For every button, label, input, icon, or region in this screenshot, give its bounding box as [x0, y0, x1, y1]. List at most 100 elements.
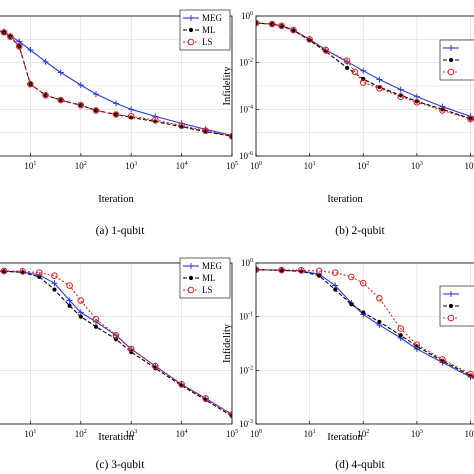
point-meg: [397, 86, 404, 93]
point-ls: [15, 43, 23, 50]
point-ls: [359, 279, 367, 287]
point-ml: [361, 310, 366, 315]
y-tick-label-base: 10: [239, 312, 249, 322]
x-tick-label: 104: [465, 161, 474, 171]
y-tick-label: 10-2: [239, 58, 253, 68]
y-tick-label-exp: 0: [250, 258, 253, 264]
series-ls-line: [0, 30, 232, 137]
point-meg: [77, 82, 84, 89]
x-tick-label: 105: [226, 429, 238, 439]
x-tick-label-exp: 2: [84, 429, 87, 435]
point-ls: [35, 269, 43, 276]
legend-label-meg: MEG: [202, 261, 223, 271]
series-group: [256, 19, 474, 123]
x-tick-label-exp: 4: [185, 161, 188, 167]
x-tick-label-base: 10: [226, 429, 236, 439]
x-tick-label: 101: [304, 429, 316, 439]
y-tick-label-exp: -2: [248, 58, 253, 64]
point-ls: [178, 122, 185, 129]
legend-label-ml: ML: [202, 273, 216, 283]
legend-marker-meg: [448, 45, 454, 51]
y-tick-label-exp: -4: [248, 104, 253, 110]
x-tick-label-exp: 0: [259, 161, 262, 167]
x-tick-label-base: 10: [250, 429, 260, 439]
series-group: [0, 267, 232, 419]
panel-caption: (c) 3-qubit: [96, 459, 146, 471]
x-tick-label-exp: 5: [235, 161, 238, 167]
legend-marker-ls: [447, 314, 455, 322]
y-tick-label-exp: -1: [248, 312, 253, 318]
series-group: [0, 29, 232, 140]
panel-caption: (a) 1-qubit: [96, 225, 146, 237]
plot-frame: [0, 15, 233, 157]
x-tick-label: 102: [357, 429, 369, 439]
x-tick-label-exp: 2: [366, 161, 369, 167]
series-ml-line: [256, 269, 474, 378]
x-tick-label-exp: 2: [366, 429, 369, 435]
point-ls: [376, 294, 383, 302]
point-ls: [202, 127, 209, 135]
x-tick-label-base: 10: [250, 161, 260, 171]
point-ls: [376, 84, 383, 92]
point-ls: [57, 96, 65, 104]
point-ml: [377, 319, 382, 324]
panel-caption: (b) 2-qubit: [335, 225, 385, 237]
x-tick-label: 101: [24, 429, 36, 439]
legend-marker-ls: [447, 68, 455, 76]
x-tick-label: 102: [357, 161, 369, 171]
x-tick-label-base: 10: [24, 161, 34, 171]
point-ls: [290, 26, 297, 34]
point-ml: [333, 287, 338, 292]
point-ls: [278, 22, 285, 30]
series-group: [256, 266, 474, 381]
point-meg: [92, 91, 99, 98]
x-tick-label-base: 10: [465, 429, 474, 439]
x-tick-label-exp: 3: [420, 161, 423, 167]
point-meg: [27, 46, 34, 53]
point-meg: [51, 280, 58, 287]
point-ls: [298, 267, 305, 274]
point-ls: [268, 20, 276, 28]
x-tick-label: 102: [75, 429, 87, 439]
x-axis-label: Iteration: [98, 194, 134, 205]
x-tick-label-base: 10: [411, 161, 421, 171]
point-ls: [127, 345, 135, 353]
point-ml: [349, 302, 354, 307]
x-tick-label-exp: 5: [235, 429, 238, 435]
x-tick-label-base: 10: [304, 429, 314, 439]
legend-marker-meg: [188, 263, 194, 269]
x-tick-label: 104: [176, 429, 188, 439]
plot-frame: [255, 262, 474, 425]
point-ml: [345, 65, 350, 70]
point-ml: [307, 38, 312, 43]
x-tick-label: 104: [465, 429, 474, 439]
y-axis-label: Infidelity: [222, 323, 233, 363]
point-ls: [343, 57, 351, 65]
x-tick-label: 103: [125, 429, 137, 439]
legend-marker-ls: [187, 38, 195, 46]
point-ls: [413, 341, 421, 349]
x-tick-label-base: 10: [357, 429, 367, 439]
plot-frame: [255, 15, 474, 157]
x-tick-label-exp: 1: [33, 429, 36, 435]
point-meg: [42, 58, 49, 65]
point-ls: [27, 80, 34, 88]
point-ls: [92, 107, 100, 114]
point-ls: [77, 297, 85, 304]
x-axis-label: Iteration: [327, 194, 363, 205]
point-ml: [43, 93, 48, 98]
point-ls: [77, 101, 85, 109]
point-ls: [413, 99, 421, 106]
point-ls: [315, 267, 323, 275]
point-ls: [351, 68, 359, 76]
point-ml: [398, 333, 403, 338]
legend: [439, 39, 474, 81]
grid: [256, 16, 474, 156]
point-ls: [151, 362, 159, 370]
point-ls: [202, 395, 209, 402]
point-ls: [127, 113, 135, 120]
point-meg: [113, 100, 120, 107]
legend-label-ml: ML: [202, 25, 216, 35]
x-tick-label-exp: 3: [420, 429, 423, 435]
point-meg: [128, 106, 135, 113]
